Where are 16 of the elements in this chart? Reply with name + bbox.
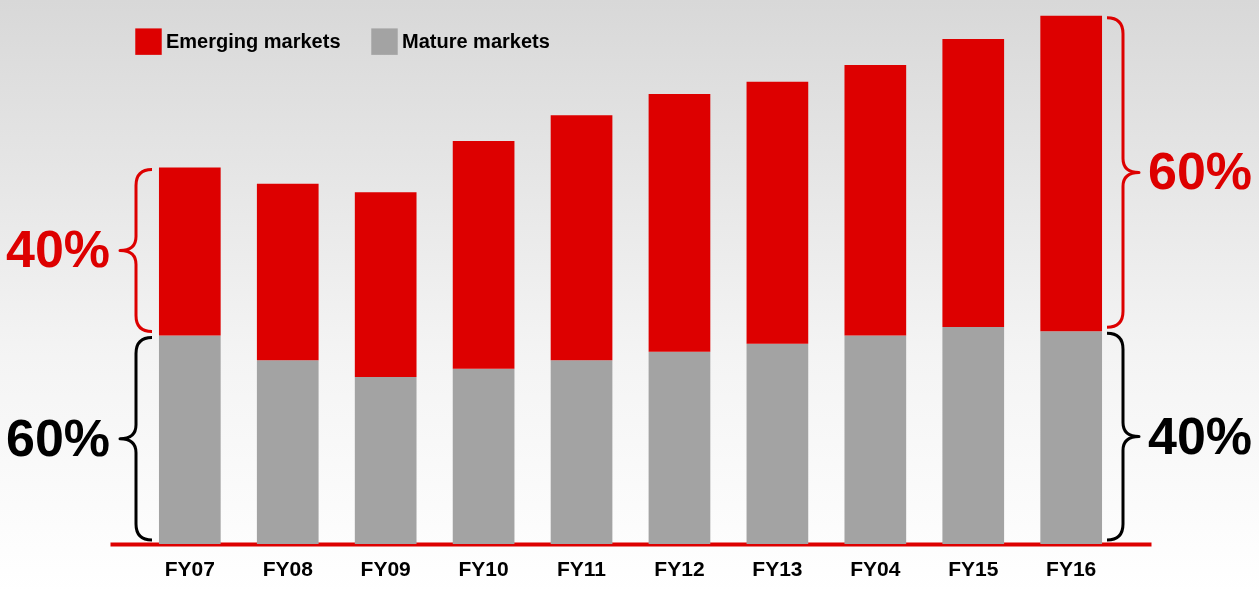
x-tick-label: FY08 <box>262 556 314 580</box>
x-tick-label: FY13 <box>752 556 803 580</box>
legend-label: Mature markets <box>402 29 550 52</box>
x-tick-label: FY10 <box>458 556 509 580</box>
x-tick-label: FY09 <box>360 556 411 580</box>
annotation: 60% <box>1147 142 1253 201</box>
text: 60% <box>5 408 111 467</box>
x-tick-label: FY16 <box>1046 556 1097 580</box>
x-tick-label: FY12 <box>654 556 705 580</box>
x-tick-label: FY07 <box>164 556 215 580</box>
x-tick-label: FY04 <box>850 556 901 580</box>
text: 40% <box>5 220 111 279</box>
x-tick-label: FY11 <box>557 556 607 580</box>
legend-label: Emerging markets <box>166 29 341 52</box>
annotation: 40% <box>1147 406 1253 465</box>
x-tick-label: FY15 <box>948 556 999 580</box>
